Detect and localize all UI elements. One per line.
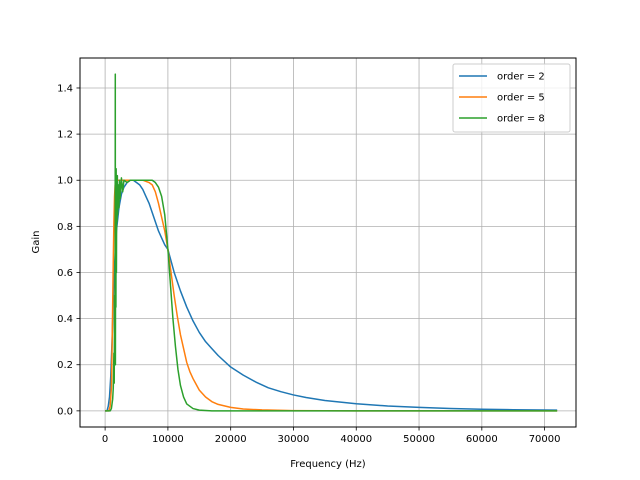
x-tick-label: 30000 (278, 434, 310, 445)
y-tick-label: 1.4 (57, 83, 73, 94)
x-tick-label: 60000 (466, 434, 498, 445)
series-line-3 (105, 73, 558, 412)
y-tick-label: 0.6 (57, 268, 73, 279)
series-line-1 (105, 179, 558, 412)
y-tick-label: 1.0 (57, 176, 73, 187)
legend: order = 2 order = 5 order = 8 (452, 63, 571, 133)
y-tick-label: 0.2 (57, 360, 73, 371)
x-tick-label: 50000 (403, 434, 435, 445)
grid (80, 58, 576, 427)
legend-label-1: order = 2 (497, 72, 545, 83)
y-tick-label: 1.2 (57, 130, 73, 141)
x-axis-label: Frequency (Hz) (290, 459, 366, 470)
y-axis-label: Gain (31, 231, 42, 254)
x-tick-label: 70000 (529, 434, 561, 445)
x-tick-label: 20000 (215, 434, 247, 445)
legend-box (452, 63, 571, 133)
plot-frame (79, 57, 577, 428)
x-tick-label: 10000 (152, 434, 184, 445)
series-line-2 (105, 179, 558, 412)
series-lines (105, 73, 558, 412)
y-axis-ticks: 0.0 0.2 0.4 0.6 0.8 1.0 1.2 1.4 (57, 83, 80, 417)
y-tick-label: 0.0 (57, 406, 73, 417)
y-tick-label: 0.8 (57, 222, 73, 233)
x-tick-label: 40000 (340, 434, 372, 445)
y-tick-label: 0.4 (57, 314, 73, 325)
legend-label-3: order = 8 (497, 114, 545, 125)
legend-label-2: order = 5 (497, 93, 545, 104)
x-tick-label: 0 (102, 434, 108, 445)
x-axis-ticks: 0 10000 20000 30000 40000 50000 60000 70000 (102, 427, 561, 445)
